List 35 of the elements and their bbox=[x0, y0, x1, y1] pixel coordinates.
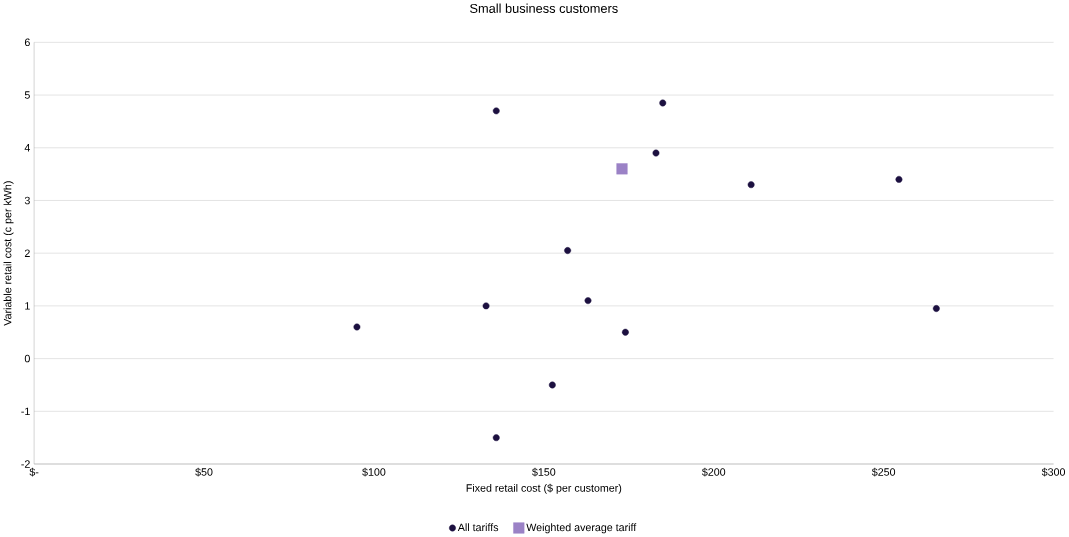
x-tick-label: $- bbox=[29, 467, 39, 477]
x-tick-label: $100 bbox=[362, 467, 386, 477]
y-tick-label: 2 bbox=[24, 249, 30, 257]
point bbox=[564, 247, 572, 254]
x-tick-label: $150 bbox=[532, 467, 556, 477]
chart-title: Small business customers bbox=[470, 3, 618, 13]
x-tick-label: $200 bbox=[701, 467, 726, 477]
point bbox=[616, 163, 628, 175]
y-axis-title: Variable retail cost (c per kWh) bbox=[3, 181, 14, 326]
legend-label: All tariffs bbox=[457, 523, 499, 532]
y-tick-label: 0 bbox=[24, 354, 30, 363]
point bbox=[492, 107, 500, 115]
y-tick-label: -1 bbox=[21, 407, 30, 416]
legend-label: Weighted average tariff bbox=[526, 523, 637, 534]
y-tick-label: 4 bbox=[24, 144, 31, 152]
y-tick-label: 6 bbox=[24, 38, 30, 47]
y-tick-label: 3 bbox=[24, 196, 30, 205]
x-tick-label: $250 bbox=[871, 467, 896, 477]
point bbox=[932, 305, 940, 312]
x-axis-title: Fixed retail cost ($ per customer) bbox=[466, 483, 622, 494]
point bbox=[659, 99, 667, 107]
point bbox=[747, 181, 755, 189]
y-tick-label: -2 bbox=[21, 460, 30, 468]
point bbox=[584, 297, 592, 305]
y-tick-label: 1 bbox=[25, 302, 30, 310]
point bbox=[652, 149, 660, 157]
point bbox=[548, 381, 556, 389]
point bbox=[621, 328, 629, 336]
point bbox=[492, 434, 500, 442]
x-tick-label: $300 bbox=[1041, 467, 1066, 477]
point bbox=[482, 302, 490, 310]
x-tick-label: $50 bbox=[195, 467, 213, 477]
point bbox=[353, 323, 361, 331]
point bbox=[895, 176, 903, 183]
y-tick-label: 5 bbox=[24, 91, 30, 99]
